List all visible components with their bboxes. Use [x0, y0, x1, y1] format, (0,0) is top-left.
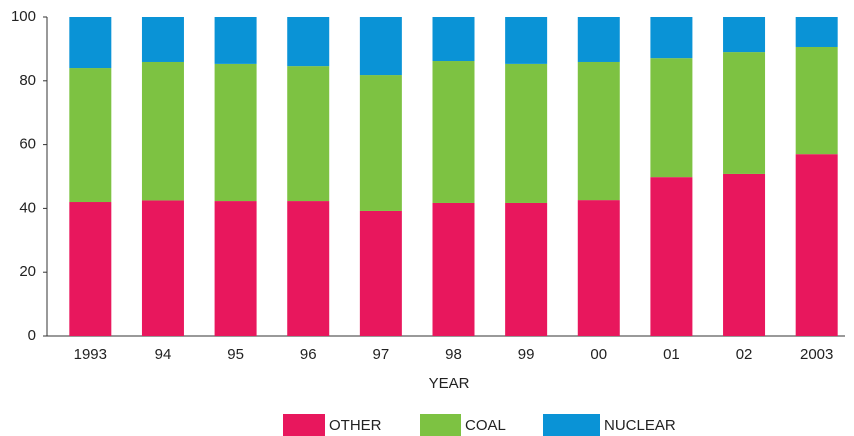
legend-label: NUCLEAR	[604, 417, 676, 434]
legend-swatch	[543, 414, 600, 436]
bar-segment	[214, 17, 257, 64]
bar-segment	[69, 17, 112, 69]
bar-segment	[214, 63, 257, 202]
x-tick-label: 97	[373, 346, 390, 363]
x-tick-label: 98	[445, 346, 462, 363]
x-tick-label: 00	[590, 346, 607, 363]
bar-segment	[432, 17, 475, 62]
bar-segment	[723, 173, 766, 336]
bar-segment	[723, 17, 766, 53]
bar-segment	[577, 17, 620, 62]
legend-label: OTHER	[329, 417, 382, 434]
y-tick-label: 80	[19, 72, 36, 89]
bar-segment	[141, 61, 184, 201]
x-tick-label: 1993	[74, 346, 107, 363]
bar-segment	[287, 66, 330, 202]
y-tick-label: 100	[11, 8, 36, 25]
bar-segment	[359, 210, 402, 336]
legend-swatch	[283, 414, 325, 436]
bar-segment	[577, 61, 620, 201]
bar-segment	[505, 17, 548, 64]
x-tick-label: 94	[155, 346, 172, 363]
y-tick-label: 0	[28, 327, 36, 344]
bar-segment	[69, 202, 112, 336]
bar-segment	[795, 154, 838, 336]
x-tick-label: 99	[518, 346, 535, 363]
y-tick-label: 40	[19, 199, 36, 216]
bar-segment	[432, 61, 475, 203]
legend-label: COAL	[465, 417, 506, 434]
x-tick-label: 96	[300, 346, 317, 363]
bar-segment	[287, 17, 330, 67]
bar-segment	[287, 201, 330, 336]
bar-segment	[359, 75, 402, 211]
bar-segment	[214, 201, 257, 336]
legend-swatch	[420, 414, 461, 436]
y-tick-label: 60	[19, 136, 36, 153]
bar-segment	[795, 17, 838, 47]
bar-segment	[69, 68, 112, 203]
x-axis-label: YEAR	[429, 375, 470, 392]
x-tick-label: 2003	[800, 346, 833, 363]
bar-segment	[577, 200, 620, 336]
y-tick-label: 20	[19, 263, 36, 280]
bar-segment	[650, 58, 693, 178]
x-tick-label: 01	[663, 346, 680, 363]
bar-segment	[141, 200, 184, 336]
bar-segment	[141, 17, 184, 62]
bar-segment	[359, 17, 402, 76]
bar-segment	[505, 63, 548, 203]
x-tick-label: 02	[736, 346, 753, 363]
bar-segment	[432, 202, 475, 336]
bar-segment	[505, 202, 548, 336]
bar-segment	[650, 177, 693, 336]
bar-segment	[795, 46, 838, 155]
x-tick-label: 95	[227, 346, 244, 363]
bar-segment	[650, 17, 693, 59]
bar-segment	[723, 52, 766, 174]
